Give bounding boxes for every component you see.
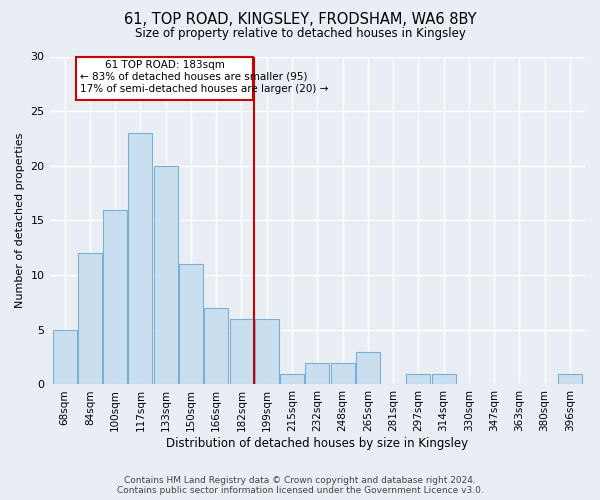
- Text: 61 TOP ROAD: 183sqm: 61 TOP ROAD: 183sqm: [104, 60, 224, 70]
- Bar: [230, 319, 253, 384]
- Text: ← 83% of detached houses are smaller (95): ← 83% of detached houses are smaller (95…: [80, 72, 307, 82]
- Text: Size of property relative to detached houses in Kingsley: Size of property relative to detached ho…: [134, 28, 466, 40]
- Bar: [280, 374, 304, 384]
- Bar: [331, 362, 355, 384]
- Bar: [53, 330, 77, 384]
- Bar: [406, 374, 430, 384]
- Bar: [356, 352, 380, 384]
- Bar: [305, 362, 329, 384]
- Bar: [103, 210, 127, 384]
- Bar: [255, 319, 279, 384]
- Bar: [128, 133, 152, 384]
- Text: 61, TOP ROAD, KINGSLEY, FRODSHAM, WA6 8BY: 61, TOP ROAD, KINGSLEY, FRODSHAM, WA6 8B…: [124, 12, 476, 28]
- Bar: [558, 374, 582, 384]
- FancyBboxPatch shape: [76, 56, 253, 100]
- Text: Contains HM Land Registry data © Crown copyright and database right 2024.
Contai: Contains HM Land Registry data © Crown c…: [116, 476, 484, 495]
- Bar: [179, 264, 203, 384]
- Bar: [154, 166, 178, 384]
- Bar: [431, 374, 455, 384]
- Text: 17% of semi-detached houses are larger (20) →: 17% of semi-detached houses are larger (…: [80, 84, 328, 94]
- X-axis label: Distribution of detached houses by size in Kingsley: Distribution of detached houses by size …: [166, 437, 469, 450]
- Y-axis label: Number of detached properties: Number of detached properties: [15, 133, 25, 308]
- Bar: [204, 308, 228, 384]
- Bar: [78, 254, 102, 384]
